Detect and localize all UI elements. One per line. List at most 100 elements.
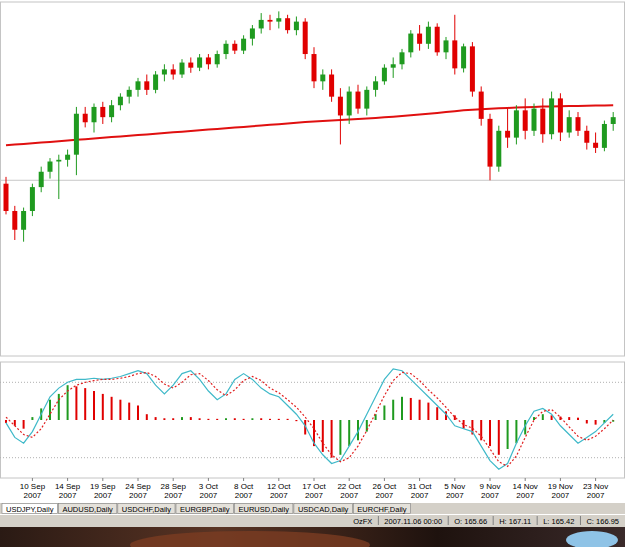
tab-label[interactable]: USDJPY,Daily <box>6 505 54 514</box>
x-tick-label: 23 Nov2007 <box>583 482 608 500</box>
candle-body <box>444 40 449 52</box>
x-tick-label: 9 Nov2007 <box>480 482 501 500</box>
candle-body <box>65 155 70 160</box>
candle-body <box>144 81 149 90</box>
candle-body <box>48 162 53 172</box>
x-tick-label-line: 2007 <box>481 491 499 500</box>
candle-body <box>39 172 44 187</box>
candle-body <box>241 39 246 51</box>
x-tick <box>102 478 103 481</box>
tab-box[interactable] <box>58 504 116 514</box>
status-price: L: 165.42 <box>543 517 574 526</box>
moving-average <box>6 105 613 145</box>
x-tick <box>525 478 526 481</box>
tab-label[interactable]: USDCHF,Daily <box>122 505 171 514</box>
tab-label[interactable]: USDCAD,Daily <box>298 505 349 514</box>
tab-label[interactable]: AUDUSD,Daily <box>62 505 113 514</box>
histogram-bar <box>102 394 104 420</box>
histogram-bar <box>163 418 165 420</box>
status-bar <box>0 514 625 527</box>
candle-body <box>567 117 572 132</box>
x-tick-label-line: 2007 <box>24 491 42 500</box>
candle-body <box>461 46 466 68</box>
histogram-bar <box>533 417 535 420</box>
candle-body <box>303 22 308 54</box>
x-tick-label-line: 31 Oct <box>408 482 432 491</box>
candle-body <box>56 160 61 162</box>
status-price-label: C: <box>586 517 596 526</box>
tab-box[interactable] <box>118 504 175 514</box>
status-separator <box>537 516 538 525</box>
x-tick-label: 8 Oct2007 <box>234 482 254 500</box>
candle-body <box>294 22 299 31</box>
histogram-bar <box>234 418 236 420</box>
candle-body <box>452 40 457 68</box>
candle-body <box>514 110 519 137</box>
tab-label[interactable]: EURUSD,Daily <box>238 505 289 514</box>
histogram-bar <box>14 420 16 426</box>
x-tick <box>384 478 385 481</box>
histogram-bar <box>84 388 86 420</box>
candle-body <box>593 143 598 148</box>
x-tick <box>560 478 561 481</box>
candle-body <box>382 68 387 82</box>
tab-box[interactable] <box>176 504 233 514</box>
tab[interactable]: AUDUSD,Daily <box>58 504 116 514</box>
tab-box[interactable] <box>353 504 410 514</box>
candle-body <box>21 211 26 230</box>
tab-box[interactable] <box>234 504 292 514</box>
histogram-bar <box>339 420 341 455</box>
background <box>0 0 625 547</box>
tab[interactable]: USDCAD,Daily <box>294 504 352 514</box>
histogram-bar <box>586 420 588 423</box>
status-separator <box>378 516 379 525</box>
tab-box[interactable] <box>2 504 57 514</box>
tab[interactable]: EURGBP,Daily <box>176 504 233 514</box>
x-tick-label-line: 2007 <box>411 491 429 500</box>
tab-box[interactable] <box>294 504 352 514</box>
candle-body <box>426 27 431 44</box>
tab[interactable]: USDJPY,Daily <box>2 504 57 514</box>
tab[interactable]: EURCHF,Daily <box>353 504 410 514</box>
x-tick-label-line: 19 Sep <box>90 482 116 491</box>
candle-body <box>127 90 132 97</box>
candle-body <box>92 107 97 122</box>
level-line <box>0 382 625 383</box>
tab[interactable]: EURUSD,Daily <box>234 504 292 514</box>
tab[interactable]: USDCHF,Daily <box>118 504 175 514</box>
histogram-bar <box>207 419 209 420</box>
x-tick-label: 17 Oct2007 <box>302 482 326 500</box>
candle-body <box>391 64 396 67</box>
x-tick-label: 28 Sep2007 <box>161 482 187 500</box>
candle-body <box>602 124 607 148</box>
x-tick-label-line: 9 Nov <box>480 482 501 491</box>
candle-body <box>496 131 501 167</box>
indicator-frame <box>1 362 625 478</box>
histogram-bar <box>146 414 148 420</box>
histogram-bar <box>199 418 201 420</box>
x-tick-label: 14 Sep2007 <box>55 482 81 500</box>
x-tick-label-line: 14 Nov <box>513 482 538 491</box>
candle-body <box>417 34 422 44</box>
histogram-bar <box>172 418 174 420</box>
x-tick <box>67 478 68 481</box>
tab-label[interactable]: EURCHF,Daily <box>357 505 406 514</box>
histogram-bar <box>137 406 139 421</box>
status-price: H: 167.11 <box>499 517 531 526</box>
x-tick <box>454 478 455 481</box>
x-tick-label-line: 2007 <box>446 491 464 500</box>
histogram-bar <box>5 420 7 423</box>
tab-label[interactable]: EURGBP,Daily <box>180 505 230 514</box>
status-price-label: O: <box>454 517 464 526</box>
x-tick-label: 24 Sep2007 <box>125 482 151 500</box>
histogram-bar <box>577 418 579 420</box>
histogram-bar <box>287 419 289 420</box>
oscillator-line <box>6 372 613 466</box>
status-edge <box>0 514 625 515</box>
chart-window: 10 Sep200714 Sep200719 Sep200724 Sep2007… <box>0 0 625 547</box>
candle-body <box>338 97 343 116</box>
candle-body <box>364 90 369 109</box>
histogram-bar <box>93 391 95 420</box>
candle-body <box>100 107 105 117</box>
histogram-bar <box>419 400 421 420</box>
